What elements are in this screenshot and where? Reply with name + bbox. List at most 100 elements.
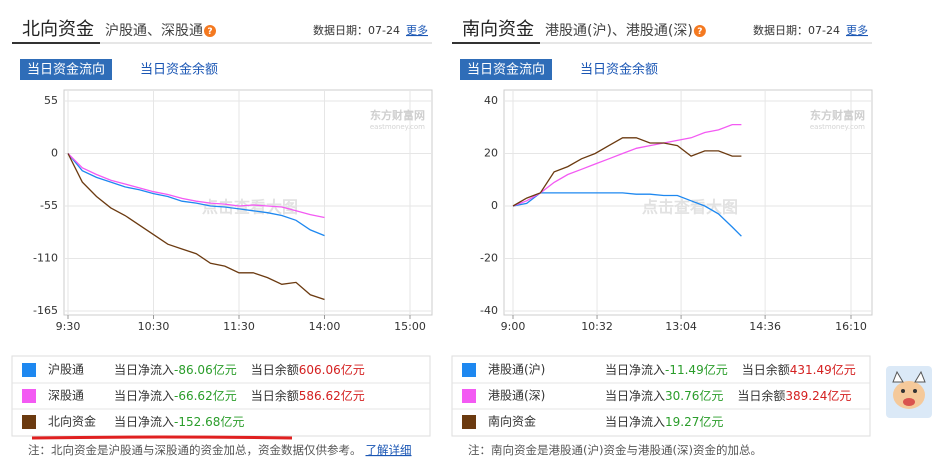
more-link[interactable]: 更多 (406, 23, 428, 37)
legend-name: 港股通(深) (488, 389, 545, 403)
legend-box (451, 355, 871, 437)
tab[interactable]: 当日资金余额 (140, 62, 218, 78)
mascot-horns (892, 370, 926, 383)
more-link[interactable]: 更多 (846, 23, 868, 37)
panel-subtitle: 沪股通、深股通 (105, 23, 203, 39)
legend-swatch (462, 389, 476, 403)
balance-value: 431.49 (790, 363, 832, 377)
panel-subtitle: 港股通(沪)、港股通(深) (545, 23, 693, 39)
y-tick-label: -110 (33, 252, 58, 265)
legend-name: 深股通 (48, 389, 84, 403)
x-tick-label: 13:04 (665, 320, 697, 333)
balance-unit: 亿元 (827, 388, 851, 403)
side-mascot[interactable] (886, 366, 932, 418)
inflow-label: 当日净流入 (114, 415, 174, 429)
legend-swatch (22, 415, 36, 429)
watermark: 东方财富网 (370, 108, 425, 122)
balance-label: 当日余额 (742, 362, 790, 377)
inflow-value: -66.62 (174, 389, 213, 403)
balance-label: 当日余额 (251, 388, 299, 403)
legend-name: 南向资金 (488, 414, 536, 429)
chart: 40 20 0 -20 -409:00 10:32 13:04 14:36 16:10 东方财富网… (480, 89, 873, 333)
inflow-value: -152.68 (174, 415, 220, 429)
x-tick-label: 15:00 (394, 320, 426, 333)
x-tick-label: 10:32 (581, 320, 613, 333)
x-tick-label: 16:10 (835, 320, 867, 333)
series-line (512, 137, 742, 207)
footnote-text: 注：北向资金是沪股通与深股通的资金加总，资金数据仅供参考。 (28, 443, 362, 457)
x-tick-label: 10:30 (138, 320, 170, 333)
mascot-mouth (903, 398, 915, 406)
mascot-eye (913, 389, 917, 393)
y-tick-label: 20 (484, 147, 498, 160)
legend-values: 当日净流入30.76亿元 当日余额389.24亿元 (605, 388, 851, 403)
legend-values: 当日净流入-86.06亿元 当日余额606.06亿元 (114, 362, 365, 377)
x-tick-label: 14:00 (309, 320, 341, 333)
x-tick-label: 9:00 (501, 320, 526, 333)
y-tick-label: -40 (480, 304, 498, 317)
inflow-value: -86.06 (174, 363, 213, 377)
legend-swatch (22, 363, 36, 377)
y-tick-label: -55 (40, 199, 58, 212)
y-tick-label: -165 (33, 304, 58, 317)
y-tick-label: 40 (484, 94, 498, 107)
help-icon-mark: ? (697, 27, 702, 37)
date-label: 数据日期：07-24 (753, 23, 840, 37)
balance-unit: 亿元 (341, 388, 365, 403)
series-line (67, 153, 325, 219)
legend-values: 当日净流入-11.49亿元 当日余额431.49亿元 (605, 362, 856, 377)
inflow-unit: 亿元 (213, 388, 237, 403)
balance-value: 606.06 (299, 363, 341, 377)
footnote: 注：南向资金是港股通(沪)资金与港股通(深)资金的加总。 (468, 443, 762, 457)
y-tick-label: 0 (491, 199, 498, 212)
legend-box (11, 355, 431, 437)
panel-title: 北向资金 (22, 19, 94, 40)
watermark-sub: eastmoney.com (810, 123, 865, 131)
inflow-unit: 亿元 (220, 414, 244, 429)
y-tick-label: 55 (44, 94, 58, 107)
watermark: 东方财富网 (810, 108, 865, 122)
inflow-value: -11.49 (665, 363, 704, 377)
plot-frame (503, 89, 873, 316)
tab[interactable]: 当日资金余额 (580, 62, 658, 78)
inflow-unit: 亿元 (213, 362, 237, 377)
date-label: 数据日期：07-24 (313, 23, 400, 37)
balance-value: 586.62 (299, 389, 341, 403)
series-line (67, 153, 325, 301)
help-icon-mark: ? (207, 27, 212, 37)
tab-active[interactable] (20, 59, 112, 80)
x-tick-label: 14:36 (749, 320, 781, 333)
mascot-eye (901, 389, 905, 393)
balance-unit: 亿元 (832, 362, 856, 377)
legend-swatch (22, 389, 36, 403)
y-tick-label: -20 (480, 252, 498, 265)
balance-value: 389.24 (785, 389, 827, 403)
x-tick-label: 9:30 (56, 320, 81, 333)
tab[interactable]: 当日资金流向 (467, 62, 545, 78)
help-icon[interactable] (693, 25, 706, 37)
help-icon[interactable] (204, 25, 216, 37)
legend-values: 当日净流入-66.62亿元 当日余额586.62亿元 (114, 388, 365, 403)
tab[interactable]: 当日资金流向 (27, 62, 105, 78)
highlight-stroke (31, 435, 293, 440)
panel-title: 南向资金 (462, 19, 534, 40)
watermark-sub: eastmoney.com (370, 123, 425, 131)
series-line (512, 123, 742, 207)
plot-frame (63, 89, 433, 316)
legend-name: 北向资金 (48, 414, 96, 429)
legend-values: 当日净流入-152.68亿元 (114, 414, 244, 429)
balance-label: 当日余额 (737, 388, 785, 403)
watermark-center: 点击查看大图 (202, 198, 298, 217)
footnote-link[interactable]: 了解详细 (366, 443, 412, 457)
inflow-unit: 亿元 (699, 388, 723, 403)
legend-name: 沪股通 (48, 363, 84, 377)
x-tick-label: 11:30 (223, 320, 255, 333)
inflow-unit: 亿元 (704, 362, 728, 377)
legend-name: 港股通(沪) (488, 363, 545, 377)
panel: 北向资金 沪股通、深股通? 数据日期：07-24 更多当日资金流向 当日资金余额沪股通当… (11, 19, 432, 457)
tab-active[interactable] (460, 59, 552, 80)
inflow-label: 当日净流入 (114, 363, 174, 377)
y-tick-label: 0 (51, 147, 58, 160)
